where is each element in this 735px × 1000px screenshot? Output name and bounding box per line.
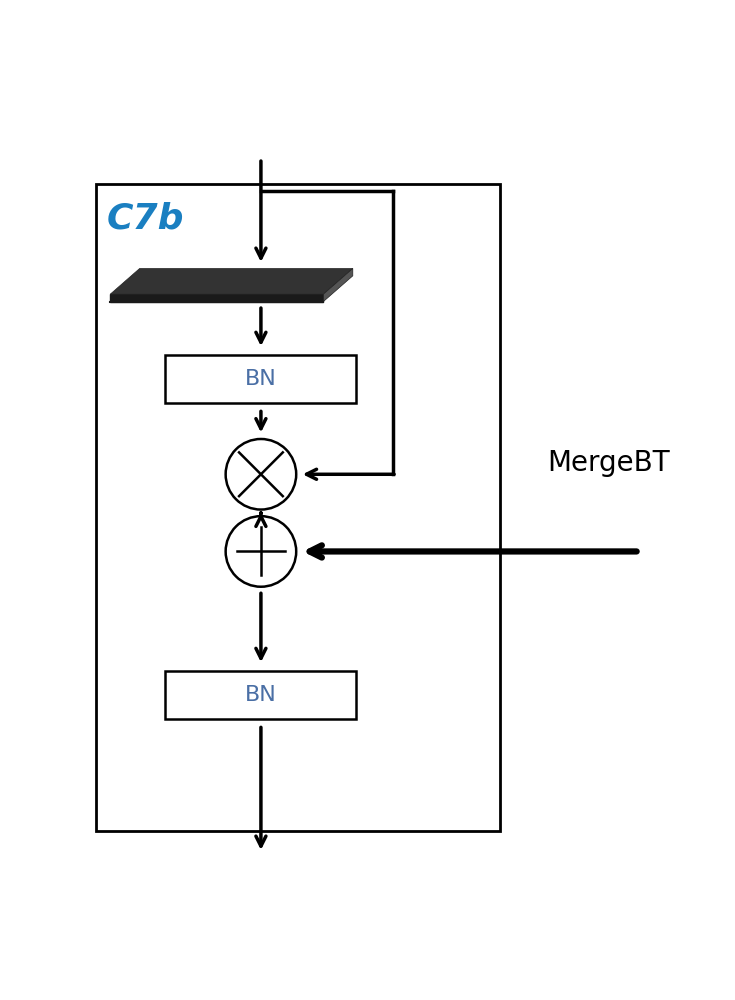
Bar bbox=[165, 355, 356, 403]
Text: C7b: C7b bbox=[107, 201, 184, 235]
Text: BN: BN bbox=[245, 685, 277, 705]
Polygon shape bbox=[110, 294, 323, 302]
Bar bbox=[165, 671, 356, 719]
Bar bbox=[96, 184, 500, 831]
Circle shape bbox=[226, 439, 296, 510]
Circle shape bbox=[226, 516, 296, 587]
Polygon shape bbox=[323, 268, 353, 302]
Polygon shape bbox=[110, 268, 353, 294]
Text: BN: BN bbox=[245, 369, 277, 389]
Text: MergeBT: MergeBT bbox=[548, 449, 670, 477]
